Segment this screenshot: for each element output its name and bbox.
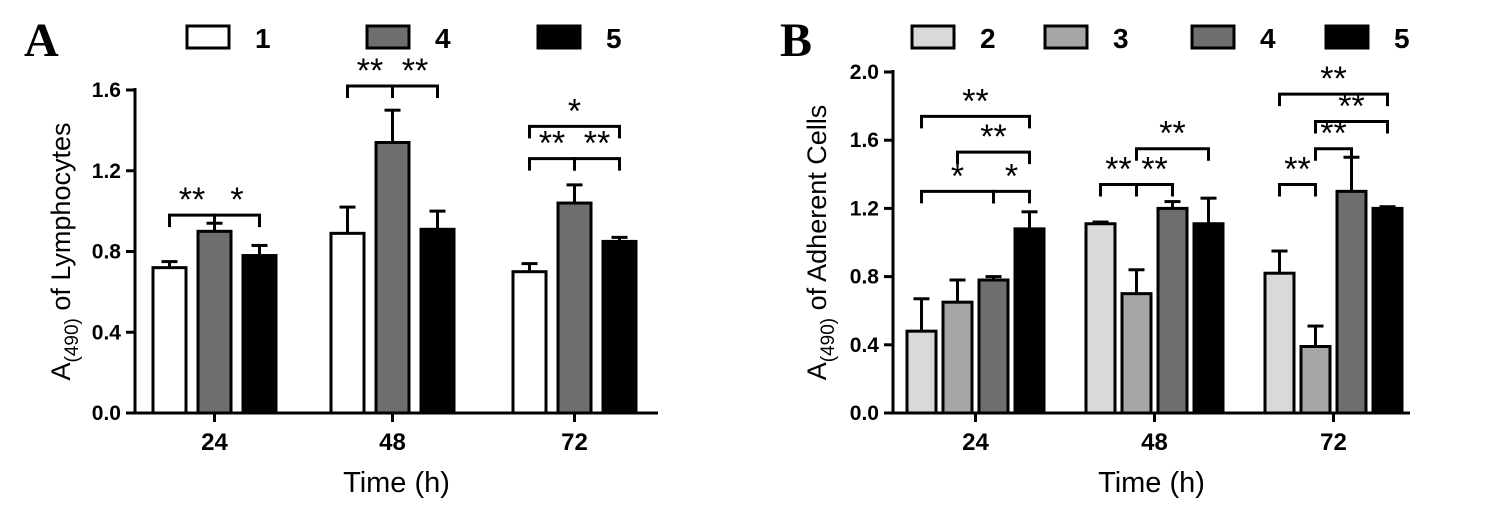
bar — [419, 227, 456, 415]
bar — [1263, 271, 1296, 415]
y-tick-label: 0.8 — [850, 266, 880, 289]
significance-bracket — [391, 84, 439, 98]
y-axis-label: A(490) of Lymphocytes — [46, 123, 83, 381]
y-tick-label: 0.0 — [850, 402, 879, 425]
significance-label: ** — [539, 125, 565, 163]
x-tick-label: 24 — [201, 429, 228, 456]
y-axis-label-subscript: (490) — [62, 318, 83, 362]
x-tick-label: 48 — [379, 429, 406, 456]
bar — [151, 266, 188, 415]
y-axis-label-suffix: of Lymphocytes — [46, 123, 76, 319]
legend-label: 3 — [1113, 23, 1129, 54]
significance-bracket — [528, 124, 621, 139]
legend-label: 1 — [255, 23, 271, 54]
significance-label: * — [1005, 157, 1018, 195]
bar — [1192, 222, 1225, 415]
x-tick-label: 48 — [1141, 429, 1168, 456]
legend-label: 4 — [435, 23, 451, 54]
bar — [374, 140, 411, 415]
significance-label: * — [568, 92, 581, 130]
legend-swatch — [365, 24, 411, 50]
significance-label: * — [951, 157, 964, 195]
significance-bracket — [1278, 92, 1389, 107]
legend-swatch — [185, 24, 231, 50]
legend-swatch — [1043, 24, 1089, 50]
legend-label: 5 — [1394, 23, 1410, 54]
x-tick-label: 24 — [962, 429, 989, 456]
significance-label: ** — [179, 181, 205, 219]
significance-label: * — [230, 181, 243, 219]
bar — [511, 270, 548, 415]
significance-label: ** — [402, 52, 428, 90]
bar — [196, 229, 233, 415]
bar — [601, 239, 638, 415]
chart-a: 1 4 5 0.0 0.4 0.8 1.2 1.6 24 48 72 Time (h) A(490) o… — [46, 23, 658, 499]
significance-bracket — [1314, 119, 1389, 134]
y-tick-label: 1.2 — [92, 160, 121, 183]
bar — [1156, 206, 1189, 415]
y-tick-label: 0.8 — [92, 241, 122, 264]
chart-b: 2 3 4 5 0.0 0.4 0.8 1.2 1.6 2.0 24 48 72 Time (h) A(49… — [802, 23, 1410, 499]
y-axis-label: A(490) of Adherent Cells — [802, 105, 839, 381]
y-axis-label-prefix: A — [802, 362, 832, 380]
significance-label: ** — [584, 125, 610, 163]
significance-label: ** — [357, 52, 383, 90]
x-tick-label: 72 — [561, 429, 588, 456]
significance-label: ** — [962, 82, 988, 120]
bar — [329, 231, 366, 415]
legend-label: 4 — [1260, 23, 1276, 54]
bar — [1299, 345, 1332, 415]
y-axis-label-suffix: of Adherent Cells — [802, 105, 832, 318]
y-tick-label: 1.6 — [850, 129, 879, 152]
y-tick-label: 1.2 — [850, 197, 879, 220]
significance-bracket — [920, 114, 1031, 129]
y-tick-label: 0.4 — [92, 321, 122, 344]
significance-bracket — [573, 157, 621, 171]
x-axis-label: Time (h) — [343, 467, 450, 499]
panel-letter-a: A — [24, 14, 59, 67]
panel-letter-b: B — [780, 14, 812, 67]
bar — [1371, 206, 1404, 415]
y-axis-label-subscript: (490) — [818, 318, 839, 362]
significance-bracket — [1135, 183, 1174, 197]
y-tick-label: 0.4 — [850, 334, 880, 357]
x-tick-label: 72 — [1320, 429, 1347, 456]
bar — [1120, 292, 1153, 415]
bar — [1084, 222, 1117, 415]
y-axis-label-prefix: A — [46, 362, 76, 380]
significance-label: ** — [1159, 115, 1185, 153]
legend-swatch — [910, 24, 956, 50]
legend-swatch — [1190, 24, 1236, 50]
significance-label: ** — [1105, 151, 1131, 189]
bar — [941, 300, 974, 415]
significance-label: ** — [1141, 151, 1167, 189]
legend-swatch — [536, 24, 582, 50]
bar — [905, 329, 938, 415]
y-tick-label: 0.0 — [92, 402, 121, 425]
bar — [556, 201, 593, 415]
significance-bracket — [1314, 147, 1353, 161]
x-axis-label: Time (h) — [1098, 467, 1205, 499]
bar — [241, 254, 278, 415]
bar — [977, 278, 1010, 415]
significance-bracket — [1278, 183, 1317, 197]
y-tick-label: 2.0 — [850, 61, 879, 84]
bar — [1013, 227, 1046, 415]
significance-label: ** — [980, 118, 1006, 156]
significance-bracket — [992, 189, 1031, 204]
significance-label: ** — [1320, 60, 1346, 98]
bar — [1335, 189, 1368, 415]
legend-swatch — [1324, 24, 1370, 50]
legend-label: 5 — [606, 23, 622, 54]
legend-label: 2 — [980, 23, 996, 54]
significance-bracket — [213, 213, 261, 228]
significance-bracket — [1135, 147, 1210, 161]
y-tick-label: 1.6 — [92, 79, 121, 102]
significance-bracket — [956, 150, 1031, 165]
significance-label: ** — [1284, 151, 1310, 189]
